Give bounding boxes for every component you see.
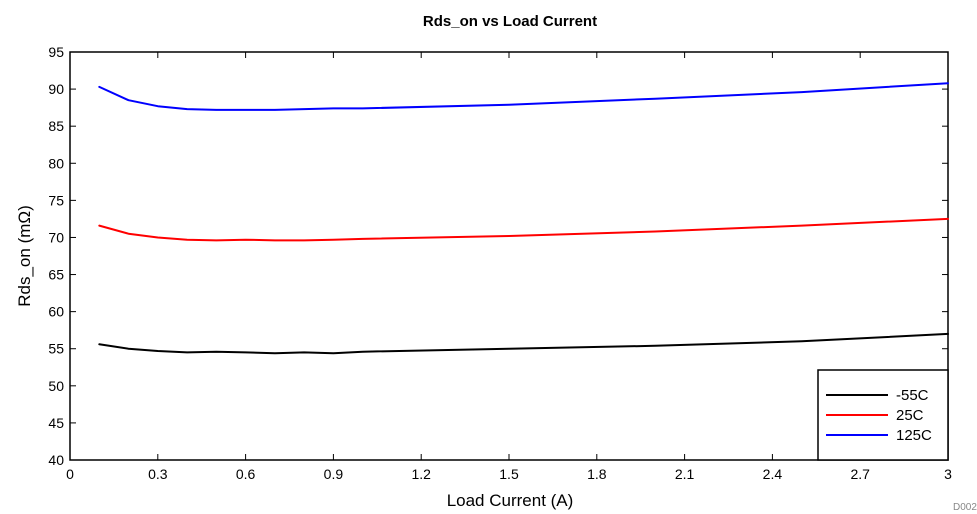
x-tick-label: 0 — [66, 466, 74, 482]
y-tick-label: 70 — [48, 229, 64, 245]
y-tick-label: 95 — [48, 44, 64, 60]
x-tick-label: 0.6 — [236, 466, 256, 482]
y-tick-label: 75 — [48, 192, 64, 208]
x-tick-label: 2.4 — [763, 466, 783, 482]
y-tick-label: 40 — [48, 452, 64, 468]
y-tick-label: 80 — [48, 155, 64, 171]
x-axis: 0 0.3 0.6 0.9 1.2 1.5 1.8 2.1 2.4 2.7 3 — [66, 52, 952, 482]
series-layer — [98, 82, 949, 355]
series-line-1 — [98, 217, 949, 242]
x-tick-label: 1.5 — [499, 466, 519, 482]
series-line-2 — [98, 82, 949, 111]
y-axis: 40 45 50 55 60 65 70 75 80 85 90 95 — [48, 44, 948, 468]
y-tick-label: 60 — [48, 304, 64, 320]
y-tick-label: 55 — [48, 341, 64, 357]
legend: -55C 25C 125C — [817, 369, 949, 461]
legend-label: 125C — [896, 427, 932, 444]
legend-label: -55C — [896, 387, 929, 404]
x-tick-label: 2.7 — [850, 466, 870, 482]
x-tick-label: 1.8 — [587, 466, 607, 482]
y-tick-label: 45 — [48, 415, 64, 431]
y-tick-label: 50 — [48, 378, 64, 394]
series-line-0 — [98, 332, 949, 355]
x-tick-label: 3 — [944, 466, 952, 482]
y-tick-label: 65 — [48, 267, 64, 283]
x-tick-label: 0.9 — [324, 466, 344, 482]
x-tick-label: 0.3 — [148, 466, 168, 482]
chart-title: Rds_on vs Load Current — [423, 13, 597, 30]
x-tick-label: 1.2 — [411, 466, 431, 482]
y-tick-label: 85 — [48, 118, 64, 134]
x-axis-label: Load Current (A) — [447, 491, 574, 510]
y-axis-label: Rds_on (mΩ) — [15, 205, 34, 307]
legend-label: 25C — [896, 407, 924, 424]
figure-code: D002 — [953, 502, 977, 513]
y-tick-label: 90 — [48, 81, 64, 97]
plot-area — [69, 51, 949, 461]
x-tick-label: 2.1 — [675, 466, 695, 482]
